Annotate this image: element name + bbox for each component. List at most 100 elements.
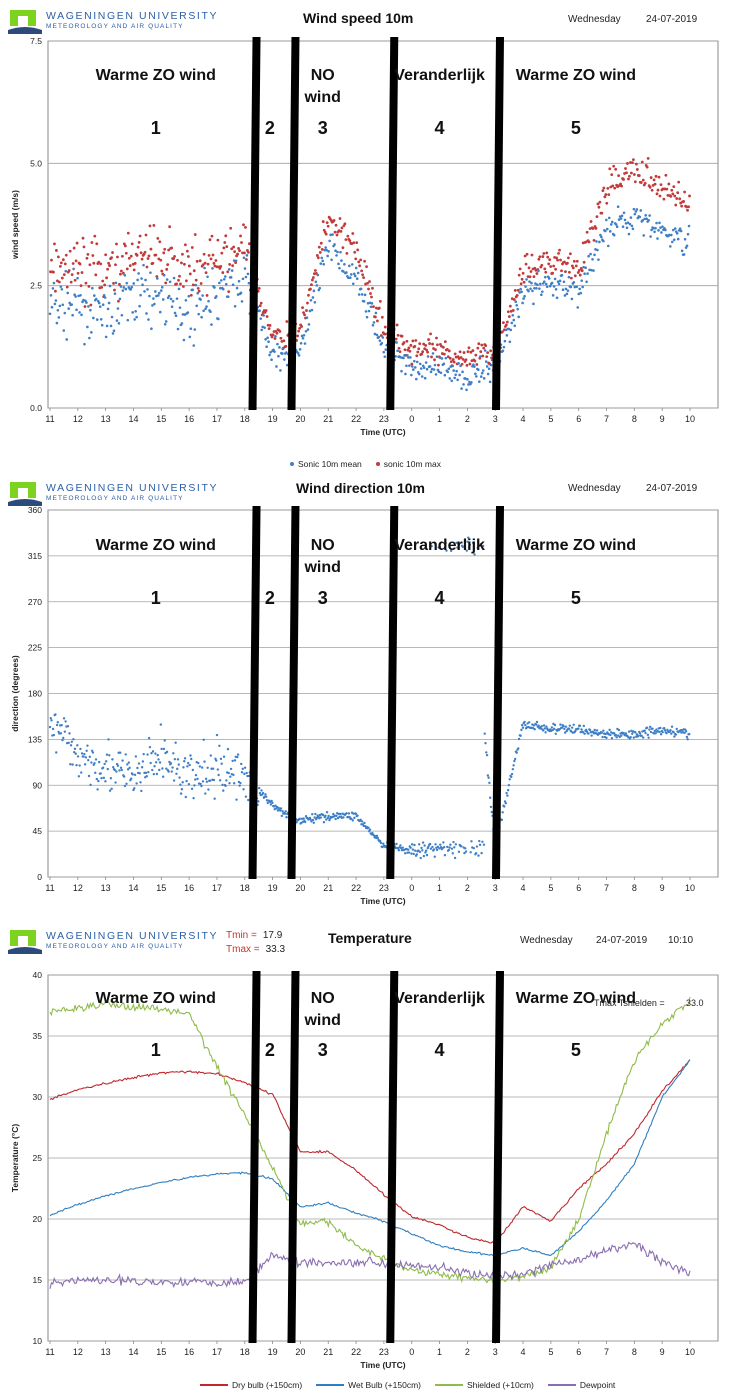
max-point [189, 293, 193, 297]
mean-point [634, 210, 638, 213]
direction-point [310, 820, 313, 823]
mean-point [632, 207, 636, 211]
max-point [587, 240, 591, 244]
mean-point [261, 325, 264, 329]
mean-point [525, 278, 528, 281]
mean-point [115, 319, 119, 322]
direction-point [225, 779, 228, 782]
max-point [506, 310, 510, 314]
x-tick-label: 5 [548, 414, 553, 424]
max-point [68, 249, 72, 253]
mean-point [426, 355, 430, 358]
x-tick-label: 1 [437, 883, 442, 893]
direction-point [172, 779, 176, 782]
max-point [257, 286, 261, 290]
max-point [94, 273, 98, 277]
max-point [422, 342, 426, 346]
max-point [433, 358, 436, 362]
mean-point [477, 380, 481, 383]
max-point [52, 270, 55, 274]
direction-point [198, 765, 202, 768]
direction-point [85, 749, 88, 752]
x-tick-label: 15 [156, 883, 166, 893]
direction-point [116, 764, 120, 767]
mean-point [587, 254, 590, 258]
mean-point [85, 301, 88, 304]
region-label: Warme ZO wind [516, 990, 636, 1007]
max-point [201, 263, 205, 267]
mean-point [446, 370, 450, 374]
max-point [442, 352, 446, 356]
mean-point [104, 335, 108, 339]
max-point [408, 349, 412, 353]
y-tick-label: 2.5 [30, 281, 42, 291]
mean-point [477, 368, 480, 371]
mean-point [227, 267, 231, 271]
x-tick-label: 7 [604, 414, 609, 424]
direction-point [219, 757, 223, 761]
direction-point [500, 818, 504, 822]
direction-point [376, 836, 380, 840]
direction-point [460, 845, 463, 848]
max-point [305, 309, 308, 312]
x-tick-label: 12 [73, 414, 83, 424]
series-line [49, 996, 691, 1284]
max-point [517, 273, 521, 277]
direction-point [49, 716, 52, 720]
mean-point [643, 217, 647, 221]
region-label: NO [311, 537, 335, 554]
direction-point [56, 721, 60, 724]
mean-point [354, 266, 358, 270]
mean-point [92, 316, 95, 320]
mean-point [448, 377, 452, 380]
mean-point [600, 235, 603, 239]
direction-point [72, 750, 76, 754]
max-point [407, 346, 411, 350]
mean-point [625, 226, 629, 230]
mean-point [323, 248, 327, 252]
max-point [93, 234, 97, 238]
direction-point [443, 854, 447, 857]
max-point [64, 253, 68, 257]
max-point [380, 315, 384, 319]
direction-point [574, 730, 577, 733]
max-point [334, 223, 338, 227]
max-point [282, 339, 286, 343]
x-tick-label: 6 [576, 1347, 581, 1357]
mean-point [672, 238, 676, 242]
direction-point [74, 752, 77, 755]
max-point [108, 264, 111, 267]
max-point [508, 304, 512, 308]
max-point [379, 334, 383, 337]
mean-point [95, 318, 99, 321]
max-point [126, 231, 130, 235]
series-line [49, 1241, 691, 1289]
max-point [333, 230, 337, 234]
mean-point [183, 313, 187, 316]
max-point [325, 221, 329, 225]
mean-point [570, 297, 574, 301]
mean-point [106, 307, 110, 311]
direction-point [658, 730, 661, 734]
max-point [416, 350, 420, 354]
mean-point [246, 272, 250, 276]
mean-point [617, 218, 621, 221]
direction-point [274, 804, 277, 807]
mean-point [429, 370, 433, 374]
direction-point [90, 749, 94, 752]
mean-point [347, 276, 350, 280]
mean-point [560, 273, 564, 277]
direction-point [76, 755, 80, 758]
direction-point [478, 843, 482, 847]
y-tick-label: 90 [33, 780, 43, 790]
region-number: 2 [265, 588, 275, 608]
max-point [656, 188, 660, 192]
mean-point [544, 282, 548, 286]
mean-point [487, 367, 491, 371]
mean-point [579, 291, 583, 295]
direction-point [69, 762, 72, 766]
mean-point [527, 289, 530, 293]
mean-point [335, 254, 338, 257]
max-point [502, 321, 505, 325]
x-tick-label: 12 [73, 1347, 83, 1357]
